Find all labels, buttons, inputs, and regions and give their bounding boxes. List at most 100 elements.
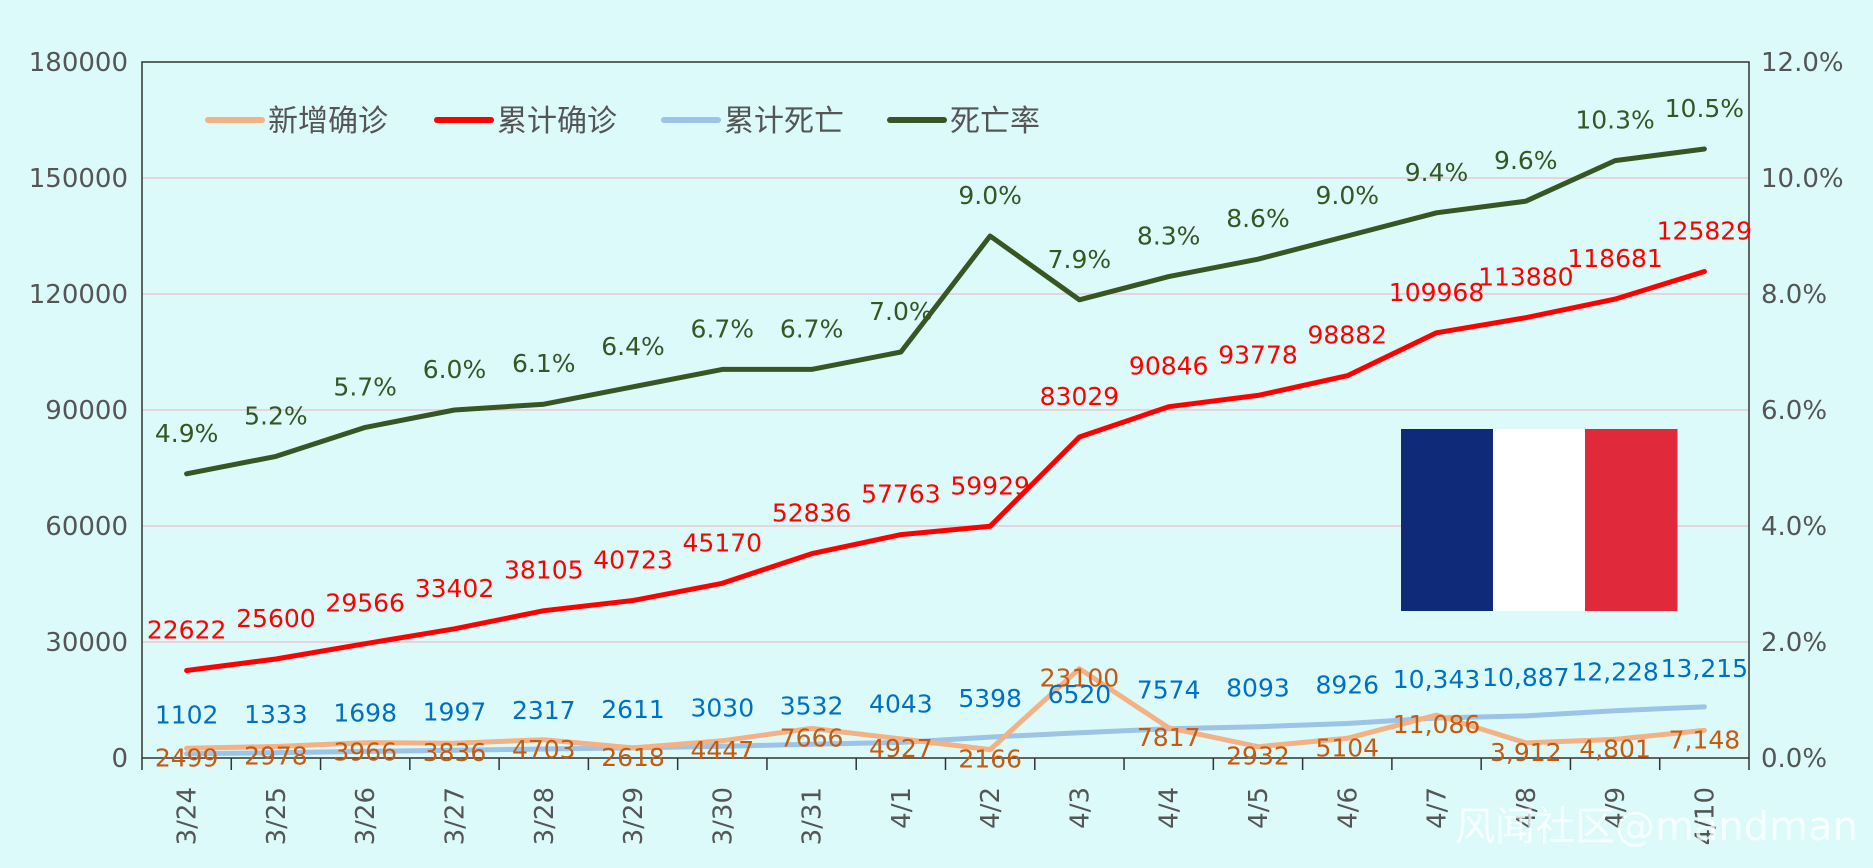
x-tick-label: 3/27 <box>440 787 470 845</box>
y-left-tick-label: 30000 <box>45 628 128 658</box>
data-label-cases: 98882 <box>1307 321 1387 350</box>
y-left-tick-label: 150000 <box>29 164 128 194</box>
data-label-rate: 9.4% <box>1405 158 1469 187</box>
flag-stripe <box>1401 429 1494 611</box>
data-label-cases: 33402 <box>415 574 495 603</box>
x-tick-label: 4/6 <box>1333 787 1363 829</box>
data-label-rate: 9.6% <box>1494 146 1558 175</box>
data-label-rate: 8.3% <box>1137 222 1201 251</box>
data-label-deaths: 8093 <box>1226 674 1290 703</box>
france-flag <box>1401 429 1678 611</box>
y-right-tick-label: 4.0% <box>1761 512 1827 542</box>
data-label-deaths: 1698 <box>333 698 397 727</box>
data-label-new: 2499 <box>155 743 219 772</box>
data-label-rate: 9.0% <box>1315 181 1379 210</box>
x-tick-label: 4/10 <box>1690 787 1720 845</box>
data-label-new: 3836 <box>423 738 487 767</box>
data-label-deaths: 2317 <box>512 696 576 725</box>
data-label-new: 4927 <box>869 734 933 763</box>
y-axis-right: 0.0% 2.0% 4.0% 6.0% 8.0% 10.0% 12.0% <box>1761 48 1844 774</box>
x-tick-label: 3/28 <box>530 787 560 845</box>
data-label-new: 11,086 <box>1393 710 1480 739</box>
data-label-deaths: 7574 <box>1137 676 1201 705</box>
series-line-new <box>184 666 1707 753</box>
x-tick-label: 4/2 <box>976 787 1006 829</box>
data-label-rate: 8.6% <box>1226 204 1290 233</box>
data-label-rate: 4.9% <box>155 419 219 448</box>
data-label-cases: 83029 <box>1040 382 1120 411</box>
data-label-cases: 45170 <box>683 528 763 557</box>
data-label-deaths: 8926 <box>1315 670 1379 699</box>
data-label-deaths: 3030 <box>690 693 754 722</box>
y-right-tick-label: 6.0% <box>1761 396 1827 426</box>
data-label-cases: 109968 <box>1389 278 1484 307</box>
data-label-new: 4703 <box>512 735 576 764</box>
data-label-new: 3966 <box>333 738 397 767</box>
data-label-deaths: 10,343 <box>1393 665 1480 694</box>
x-tick-label: 4/9 <box>1601 787 1631 829</box>
data-label-deaths: 10,887 <box>1482 663 1569 692</box>
x-tick-label: 4/4 <box>1155 787 1185 829</box>
data-label-cases: 90846 <box>1129 352 1209 381</box>
x-tick-label: 4/3 <box>1065 787 1095 829</box>
data-label-rate: 10.3% <box>1575 106 1654 135</box>
x-tick-label: 3/24 <box>173 787 203 845</box>
data-label-rate: 7.0% <box>869 297 933 326</box>
data-label-cases: 113880 <box>1478 263 1573 292</box>
data-label-new: 7817 <box>1137 723 1201 752</box>
data-label-deaths: 1333 <box>244 700 308 729</box>
y-right-tick-label: 10.0% <box>1761 164 1844 194</box>
legend-label-cases: 累计确诊 <box>497 104 617 139</box>
data-label-rate: 7.9% <box>1048 245 1112 274</box>
x-tick-label: 4/1 <box>887 787 917 829</box>
data-label-rate: 5.2% <box>244 401 308 430</box>
data-label-deaths: 1997 <box>423 697 487 726</box>
x-tick-label: 3/30 <box>708 787 738 845</box>
x-tick-label: 3/25 <box>262 787 292 845</box>
data-label-deaths: 2611 <box>601 695 665 724</box>
watermark-text: 风闻社区@mandman <box>1455 804 1858 850</box>
data-label-new: 5104 <box>1315 733 1379 762</box>
series-lines <box>184 146 1707 757</box>
data-label-deaths: 3532 <box>780 691 844 720</box>
x-tick-label: 4/7 <box>1423 787 1453 829</box>
data-label-rate: 5.7% <box>333 372 397 401</box>
data-label-cases: 118681 <box>1567 244 1662 273</box>
data-label-cases: 59929 <box>950 471 1030 500</box>
legend-label-new: 新增确诊 <box>268 104 388 139</box>
y-left-tick-label: 120000 <box>29 280 128 310</box>
data-label-cases: 22622 <box>147 616 227 645</box>
data-label-rate: 9.0% <box>958 181 1022 210</box>
y-left-tick-label: 0 <box>111 744 128 774</box>
data-label-new: 2166 <box>958 745 1022 774</box>
data-label-new: 2978 <box>244 741 308 770</box>
data-label-new: 2932 <box>1226 742 1290 771</box>
data-label-rate: 6.7% <box>691 314 755 343</box>
data-label-cases: 52836 <box>772 499 852 528</box>
x-tick-label: 4/5 <box>1244 787 1274 829</box>
series-line-cases <box>184 269 1707 673</box>
flag-stripe <box>1585 429 1678 611</box>
data-label-new: 23100 <box>1040 664 1120 693</box>
data-label-rate: 6.1% <box>512 349 576 378</box>
series-line-rate <box>184 146 1707 477</box>
data-label-new: 2618 <box>601 743 665 772</box>
data-label-rate: 6.7% <box>780 314 844 343</box>
data-label-new: 3,912 <box>1490 738 1562 767</box>
x-tick-label: 3/31 <box>798 787 828 845</box>
data-label-cases: 25600 <box>236 604 316 633</box>
flag-stripe <box>1493 429 1586 611</box>
data-label-deaths: 4043 <box>869 689 933 718</box>
x-tick-label: 3/29 <box>619 787 649 845</box>
x-axis: 3/24 3/25 3/26 3/27 3/28 3/29 3/30 3/31 4/1 4/2 4/… <box>141 758 1750 845</box>
data-label-deaths: 5398 <box>958 684 1022 713</box>
x-tick-label: 4/8 <box>1512 787 1542 829</box>
data-label-cases: 38105 <box>504 556 584 585</box>
y-left-tick-label: 60000 <box>45 512 128 542</box>
legend-label-deaths: 累计死亡 <box>724 104 844 139</box>
data-label-new: 7,148 <box>1669 725 1741 754</box>
data-label-cases: 125829 <box>1657 216 1752 245</box>
y-left-tick-label: 180000 <box>29 48 128 78</box>
y-right-tick-label: 2.0% <box>1761 628 1827 658</box>
